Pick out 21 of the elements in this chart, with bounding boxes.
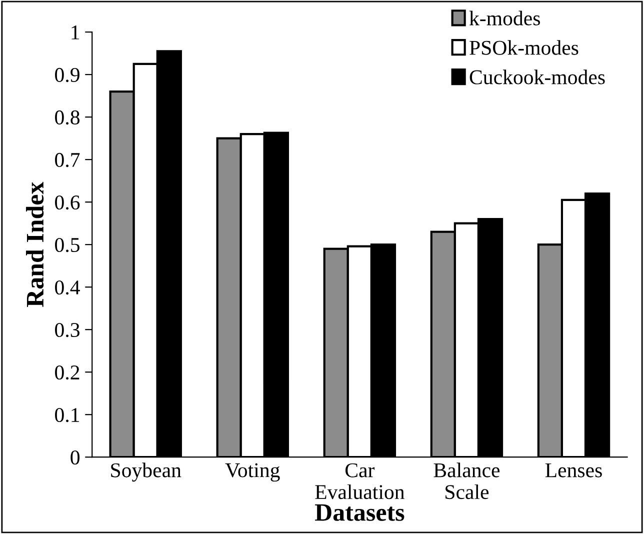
y-tick-label: 0.9 xyxy=(55,68,80,82)
y-tick-label: 0.8 xyxy=(55,110,80,125)
x-tick-label: Car Evaluation xyxy=(315,463,404,500)
legend-label: k-modes xyxy=(469,10,540,26)
y-axis-title: Rand Index xyxy=(26,182,44,308)
legend-label: PSOk-modes xyxy=(470,40,578,55)
y-tick-label: 0.2 xyxy=(55,365,80,380)
y-tick-label: 0.6 xyxy=(55,195,80,210)
y-tick-label: 1 xyxy=(72,26,80,40)
y-tick-label: 0.3 xyxy=(55,322,80,338)
x-tick-label: Balance Scale xyxy=(434,462,500,500)
y-tick-label: 0.5 xyxy=(55,238,80,252)
x-tick-label: Voting xyxy=(225,463,280,482)
x-tick-label: Lenses xyxy=(545,463,602,478)
x-tick-label: Soybean xyxy=(111,462,182,482)
y-tick-label: 0.4 xyxy=(55,280,80,295)
y-tick-label: 0 xyxy=(70,450,80,465)
y-tick-label: 0.1 xyxy=(55,408,80,422)
legend-label: Cuckook-modes xyxy=(470,70,605,84)
x-axis-title: Datasets xyxy=(314,504,404,521)
y-tick-label: 0.7 xyxy=(55,152,80,168)
